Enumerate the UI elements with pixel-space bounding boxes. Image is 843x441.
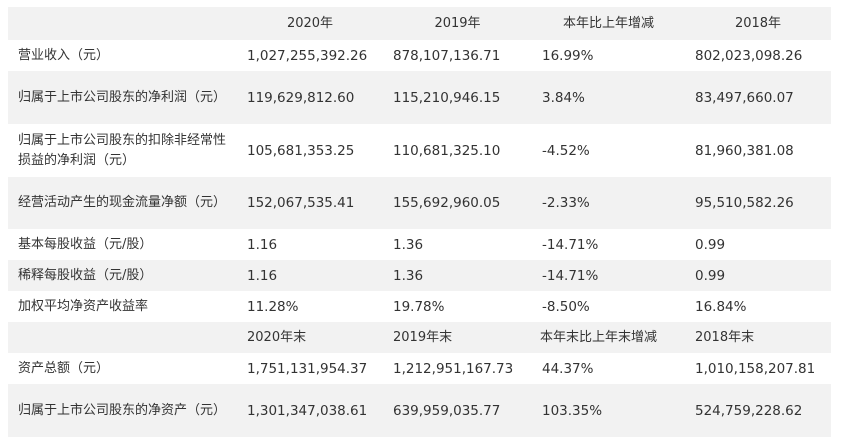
table-row: 资产总额（元） 1,751,131,954.37 1,212,951,167.7…: [8, 353, 831, 384]
row-label: 经营活动产生的现金流量净额（元）: [8, 177, 237, 229]
value-2020: 152,067,535.41: [237, 177, 383, 229]
value-change: -2.33%: [532, 177, 685, 229]
subheader-2018: 2018年末: [685, 322, 831, 353]
value-2019: 1,212,951,167.73: [393, 360, 514, 377]
table-row: 加权平均净资产收益率 11.28% 19.78% -8.50% 16.84%: [8, 291, 831, 322]
subheader-2019: 2019年末: [383, 322, 532, 353]
row-label: 归属于上市公司股东的扣除非经常性损益的净利润（元）: [18, 132, 227, 168]
header-2018: 2018年: [685, 7, 831, 40]
value-change: -4.52%: [542, 142, 590, 159]
value-2020: 11.28%: [247, 298, 299, 315]
value-change: -8.50%: [542, 298, 590, 315]
table-header-row: 2020年 2019年 本年比上年增减 2018年: [8, 7, 831, 40]
value-2020: 1,751,131,954.37: [247, 360, 368, 377]
value-2020: 1,301,347,038.61: [237, 384, 383, 437]
value-2019: 639,959,035.77: [383, 384, 532, 437]
header-2020: 2020年: [237, 7, 383, 40]
value-2018: 524,759,228.62: [685, 384, 831, 437]
row-label: 资产总额（元）: [18, 360, 110, 376]
value-2019: 155,692,960.05: [383, 177, 532, 229]
table-row: 稀释每股收益（元/股） 1.16 1.36 -14.71% 0.99: [8, 260, 831, 291]
value-2019: 1.36: [393, 236, 424, 253]
value-change: 16.99%: [542, 47, 594, 64]
row-label: 稀释每股收益（元/股）: [8, 260, 237, 291]
value-2019: 19.78%: [393, 298, 445, 315]
value-2020: 119,629,812.60: [237, 71, 383, 124]
value-change: 44.37%: [542, 360, 594, 377]
row-label: 归属于上市公司股东的净资产（元）: [8, 384, 237, 437]
value-2019: 115,210,946.15: [383, 71, 532, 124]
header-2019: 2019年: [383, 7, 532, 40]
value-2018: 1,010,158,207.81: [695, 360, 816, 377]
value-change: 3.84%: [532, 71, 685, 124]
value-2020: 105,681,353.25: [247, 142, 355, 159]
table-subheader-row: 2020年末 2019年末 本年末比上年末增减 2018年末: [8, 322, 831, 353]
value-2018: 16.84%: [695, 298, 747, 315]
value-2019: 110,681,325.10: [393, 142, 501, 159]
subheader-change: 本年末比上年末增减: [532, 322, 685, 353]
row-label: 基本每股收益（元/股）: [18, 236, 153, 252]
value-change: -14.71%: [532, 260, 685, 291]
value-2018: 0.99: [695, 236, 726, 253]
value-2019: 1.36: [383, 260, 532, 291]
table-row: 经营活动产生的现金流量净额（元） 152,067,535.41 155,692,…: [8, 177, 831, 229]
value-2018: 83,497,660.07: [685, 71, 831, 124]
table-row: 归属于上市公司股东的净利润（元） 119,629,812.60 115,210,…: [8, 71, 831, 124]
table-row: 营业收入（元） 1,027,255,392.26 878,107,136.71 …: [8, 40, 831, 71]
value-change: 103.35%: [532, 384, 685, 437]
header-label: [8, 7, 237, 40]
table-row: 归属于上市公司股东的净资产（元） 1,301,347,038.61 639,95…: [8, 384, 831, 437]
value-2018: 81,960,381.08: [695, 142, 794, 159]
value-2018: 802,023,098.26: [695, 47, 803, 64]
financial-table: 2020年 2019年 本年比上年增减 2018年 营业收入（元） 1,027,…: [8, 7, 831, 437]
row-label: 归属于上市公司股东的净利润（元）: [8, 71, 237, 124]
value-2020: 1.16: [237, 260, 383, 291]
subheader-label: [8, 322, 237, 353]
value-2020: 1,027,255,392.26: [247, 47, 368, 64]
table-row: 归属于上市公司股东的扣除非经常性损益的净利润（元） 105,681,353.25…: [8, 124, 831, 177]
row-label: 加权平均净资产收益率: [18, 298, 149, 314]
table-row: 基本每股收益（元/股） 1.16 1.36 -14.71% 0.99: [8, 229, 831, 260]
value-2018: 0.99: [685, 260, 831, 291]
value-2020: 1.16: [247, 236, 278, 253]
value-2019: 878,107,136.71: [393, 47, 501, 64]
value-change: -14.71%: [542, 236, 599, 253]
row-label: 营业收入（元）: [18, 47, 110, 63]
header-change: 本年比上年增减: [532, 7, 685, 40]
subheader-2020: 2020年末: [237, 322, 383, 353]
value-2018: 95,510,582.26: [685, 177, 831, 229]
